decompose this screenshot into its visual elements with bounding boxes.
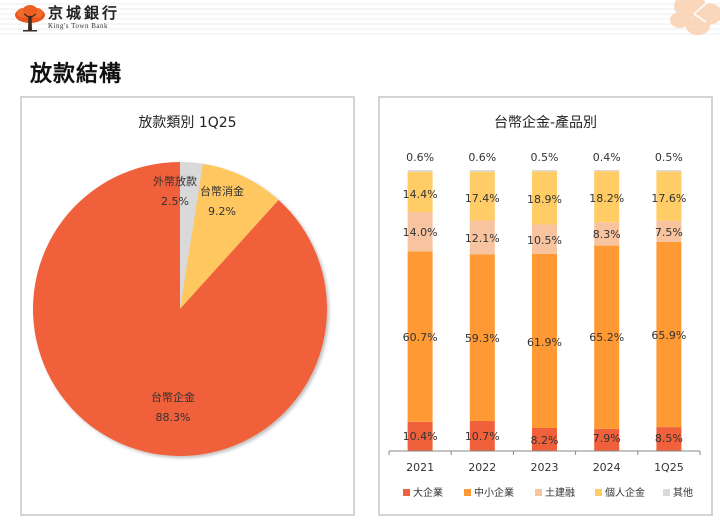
- pie-slice: [32, 162, 327, 457]
- bar-value-label: 0.4%: [593, 151, 621, 164]
- bar-value-label: 17.6%: [651, 192, 686, 205]
- legend-label: 土建融: [545, 486, 575, 499]
- x-axis-tick-label: 2022: [468, 461, 496, 474]
- bar-value-label: 65.2%: [589, 331, 624, 344]
- bar-value-label: 18.9%: [527, 193, 562, 206]
- bar-segment: [469, 170, 495, 172]
- bar-value-label: 0.5%: [655, 151, 683, 164]
- bar-value-label: 0.6%: [468, 151, 496, 164]
- bar-value-label: 7.5%: [655, 226, 683, 239]
- legend-label: 大企業: [413, 486, 443, 499]
- bar-value-label: 10.4%: [403, 430, 438, 443]
- bar-chart-title: 台幣企金-產品別: [493, 115, 598, 131]
- bar-segment: [594, 245, 620, 429]
- pie-slice-value: 9.2%: [208, 205, 236, 218]
- bar-value-label: 8.3%: [593, 228, 621, 241]
- bar-segment: [594, 171, 620, 223]
- header-band: [0, 0, 720, 38]
- pie-slice-value: 2.5%: [161, 195, 189, 208]
- bar-value-label: 10.7%: [465, 430, 500, 443]
- bar-segment: [532, 254, 557, 428]
- bar-segment: [469, 171, 495, 221]
- bar-value-label: 8.5%: [655, 432, 683, 445]
- bar-value-label: 14.4%: [403, 188, 438, 201]
- bar-value-label: 0.6%: [406, 151, 434, 164]
- bar-segment: [532, 170, 557, 172]
- bar-value-label: 18.2%: [589, 192, 624, 205]
- legend-swatch: [403, 489, 410, 496]
- pie-slice: [180, 162, 203, 309]
- bar-value-label: 61.9%: [527, 336, 562, 349]
- bar-segment: [469, 420, 495, 451]
- x-axis-tick-label: 2021: [406, 461, 434, 474]
- pie-slice-value: 88.3%: [156, 411, 191, 424]
- legend-swatch: [595, 489, 602, 496]
- page-title: 放款結構: [30, 62, 123, 87]
- bar-segment: [656, 171, 682, 221]
- bar-segment: [656, 220, 682, 242]
- bar-value-label: 65.9%: [651, 329, 686, 342]
- bank-logo: 京城銀行 King's Town Bank: [14, 4, 120, 32]
- x-axis-tick-label: 1Q25: [654, 461, 684, 474]
- bar-value-label: 8.2%: [531, 434, 559, 447]
- bar-segment: [407, 212, 433, 252]
- legend-swatch: [663, 489, 670, 496]
- bar-value-label: 12.1%: [465, 232, 500, 245]
- pie-chart-title: 放款類別 1Q25: [138, 115, 237, 131]
- bar-segment: [407, 251, 433, 422]
- x-axis-tick-label: 2024: [593, 461, 621, 474]
- bar-value-label: 10.5%: [527, 234, 562, 247]
- pie-slice-label: 台幣消金: [200, 184, 244, 198]
- bar-segment: [407, 170, 433, 172]
- bar-segment: [656, 241, 682, 428]
- bar-segment: [532, 171, 557, 225]
- legend-swatch: [464, 489, 471, 496]
- x-axis-tick-label: 2023: [531, 461, 559, 474]
- bar-value-label: 7.9%: [593, 432, 621, 445]
- bar-segment: [532, 224, 557, 255]
- bar-value-label: 17.4%: [465, 192, 500, 205]
- bar-segment: [594, 222, 620, 246]
- bar-segment: [594, 170, 620, 172]
- loan-category-pie-panel: 放款類別 1Q25 外幣放款 2.5% 台幣消金 9.2% 台幣企金 88.3%: [20, 96, 355, 516]
- bar-segment: [532, 427, 557, 451]
- bar-segment: [407, 421, 433, 451]
- bar-value-label: 59.3%: [465, 332, 500, 345]
- pie-slice: [180, 163, 279, 309]
- stacked-bar-chart: 10.4% 60.7% 14.0% 14.4% 0.6% 2021 10.7% 59.3% 12…: [388, 151, 701, 499]
- bar-segment: [407, 171, 433, 213]
- logo-english-name: King's Town Bank: [48, 22, 108, 30]
- bar-segment: [656, 427, 682, 451]
- bar-value-label: 60.7%: [403, 331, 438, 344]
- legend-label: 中小企業: [474, 486, 514, 499]
- tree-icon: [15, 5, 45, 32]
- bar-segment: [469, 220, 495, 255]
- pie-slice-label: 外幣放款: [153, 174, 197, 188]
- bar-value-label: 0.5%: [531, 151, 559, 164]
- bar-segment: [656, 170, 682, 172]
- legend-label: 其他: [673, 486, 693, 499]
- pie-slice-label: 台幣企金: [151, 390, 195, 404]
- corporate-loan-product-panel: 台幣企金-產品別 10.4% 60.7% 14.0% 14.4% 0.6% 2021 10.…: [378, 96, 713, 516]
- legend-label: 個人企金: [605, 486, 645, 499]
- bar-segment: [594, 428, 620, 451]
- bar-value-label: 14.0%: [403, 226, 438, 239]
- logo-chinese-name: 京城銀行: [48, 4, 121, 22]
- pie-chart: 外幣放款 2.5% 台幣消金 9.2% 台幣企金 88.3%: [32, 162, 327, 457]
- flower-icon: [670, 0, 720, 35]
- bar-segment: [469, 254, 495, 421]
- legend-swatch: [535, 489, 542, 496]
